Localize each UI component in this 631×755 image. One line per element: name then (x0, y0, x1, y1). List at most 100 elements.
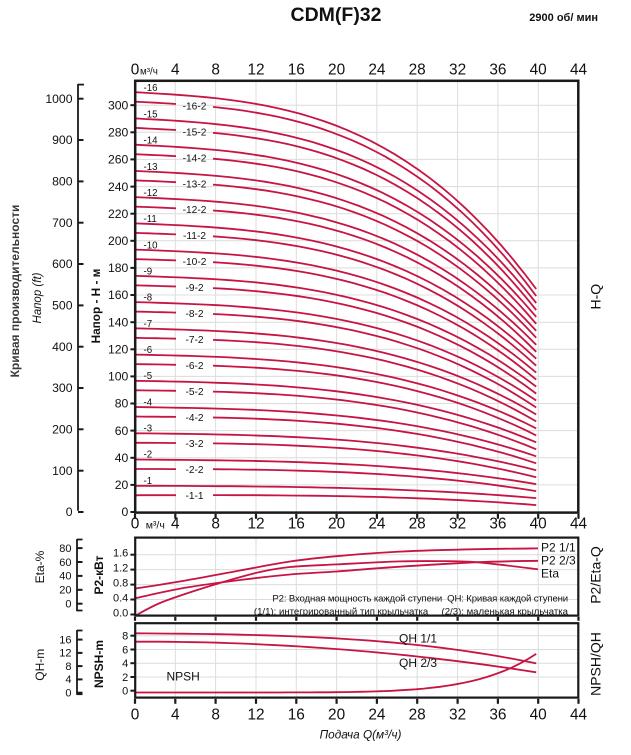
svg-text:140: 140 (108, 315, 129, 329)
svg-text:2: 2 (122, 672, 128, 684)
svg-text:м³/ч: м³/ч (146, 520, 165, 532)
svg-text:8: 8 (211, 707, 220, 724)
svg-text:NPSH/QH: NPSH/QH (588, 632, 604, 696)
svg-text:20: 20 (115, 478, 129, 492)
svg-text:16: 16 (288, 516, 305, 533)
svg-text:1.6: 1.6 (113, 548, 128, 560)
svg-text:6: 6 (122, 644, 128, 656)
svg-text:40: 40 (59, 571, 71, 583)
svg-text:-7-2: -7-2 (185, 335, 203, 346)
svg-text:20: 20 (328, 516, 345, 533)
svg-text:-14-2: -14-2 (183, 153, 207, 164)
svg-text:8: 8 (65, 661, 71, 673)
svg-text:8: 8 (211, 61, 220, 78)
svg-text:Eta-%: Eta-% (33, 550, 47, 583)
svg-text:600: 600 (52, 257, 73, 271)
svg-text:Подача Q(м³/ч): Подача Q(м³/ч) (320, 728, 402, 742)
svg-text:0: 0 (122, 505, 129, 519)
svg-text:32: 32 (449, 707, 466, 724)
svg-text:80: 80 (115, 397, 129, 411)
svg-text:(1/1): интегрированный тип кры: (1/1): интегрированный тип крыльчатка (2… (254, 606, 569, 617)
svg-text:Eta: Eta (541, 567, 559, 581)
svg-text:24: 24 (368, 516, 386, 533)
svg-text:4: 4 (65, 674, 71, 686)
svg-text:-4: -4 (144, 397, 153, 408)
svg-text:-15-2: -15-2 (183, 127, 207, 138)
svg-text:200: 200 (52, 423, 73, 437)
svg-text:-10: -10 (144, 240, 159, 251)
svg-text:28: 28 (409, 61, 426, 78)
svg-text:P2/Eta-Q: P2/Eta-Q (588, 546, 604, 604)
svg-text:160: 160 (108, 288, 129, 302)
svg-text:20: 20 (59, 585, 71, 597)
svg-text:1.2: 1.2 (113, 563, 128, 575)
svg-text:44: 44 (570, 516, 588, 533)
svg-text:-3-2: -3-2 (185, 439, 203, 450)
svg-text:QH 2/3: QH 2/3 (399, 656, 437, 670)
svg-text:0: 0 (65, 688, 71, 700)
svg-text:-9-2: -9-2 (185, 283, 203, 294)
svg-text:0: 0 (66, 505, 73, 519)
svg-text:60: 60 (59, 557, 71, 569)
svg-text:-16: -16 (144, 83, 158, 94)
svg-text:500: 500 (52, 299, 73, 313)
svg-text:900: 900 (52, 133, 73, 147)
svg-text:260: 260 (108, 153, 129, 167)
svg-text:-16-2: -16-2 (183, 101, 207, 112)
svg-text:-13-2: -13-2 (183, 179, 207, 190)
svg-text:Кривая производительности: Кривая производительности (8, 205, 22, 378)
svg-text:Напор (ft): Напор (ft) (32, 272, 44, 323)
svg-text:P2: Входная мощность каждой ст: P2: Входная мощность каждой ступени QH: … (272, 594, 568, 605)
svg-text:32: 32 (449, 516, 466, 533)
svg-text:24: 24 (368, 61, 386, 78)
svg-text:1000: 1000 (45, 92, 72, 106)
svg-text:0.8: 0.8 (113, 578, 128, 590)
svg-text:20: 20 (328, 61, 345, 78)
svg-text:-12: -12 (144, 188, 158, 199)
svg-text:300: 300 (52, 381, 73, 395)
svg-text:100: 100 (52, 464, 73, 478)
svg-text:4: 4 (171, 707, 180, 724)
svg-text:P2-кВт: P2-кВт (92, 555, 106, 594)
svg-text:120: 120 (108, 343, 129, 357)
svg-text:24: 24 (368, 707, 386, 724)
svg-text:0: 0 (131, 707, 140, 724)
svg-text:-5-2: -5-2 (185, 387, 203, 398)
svg-text:8: 8 (211, 516, 220, 533)
svg-text:12: 12 (247, 707, 264, 724)
svg-text:-1-1: -1-1 (185, 491, 203, 502)
svg-text:-6: -6 (144, 345, 153, 356)
svg-text:0.0: 0.0 (113, 608, 128, 620)
svg-text:32: 32 (449, 61, 466, 78)
svg-text:-2-2: -2-2 (185, 465, 203, 476)
svg-text:H-Q: H-Q (588, 284, 604, 310)
svg-text:NPSH-m: NPSH-m (92, 640, 106, 688)
svg-text:36: 36 (489, 707, 506, 724)
svg-text:м³/ч: м³/ч (140, 66, 158, 77)
svg-text:0: 0 (131, 516, 140, 533)
svg-text:40: 40 (530, 707, 547, 724)
svg-text:20: 20 (328, 707, 345, 724)
svg-text:80: 80 (59, 543, 71, 555)
svg-text:NPSH: NPSH (167, 670, 200, 684)
svg-text:40: 40 (530, 61, 547, 78)
svg-text:Напор - Н - м: Напор - Н - м (89, 269, 103, 344)
svg-text:2900 об/ мин: 2900 об/ мин (529, 12, 598, 24)
svg-text:-1: -1 (144, 476, 153, 487)
svg-text:-7: -7 (144, 319, 153, 330)
svg-text:QH 1/1: QH 1/1 (399, 631, 437, 645)
svg-text:700: 700 (52, 216, 73, 230)
svg-text:16: 16 (59, 634, 71, 646)
svg-text:12: 12 (59, 648, 71, 660)
svg-text:200: 200 (108, 234, 129, 248)
svg-text:-4-2: -4-2 (185, 413, 203, 424)
svg-text:36: 36 (489, 516, 506, 533)
svg-text:300: 300 (108, 98, 129, 112)
svg-text:CDM(F)32: CDM(F)32 (291, 4, 382, 26)
svg-text:-5: -5 (144, 371, 153, 382)
svg-text:44: 44 (570, 707, 588, 724)
svg-text:P2 2/3: P2 2/3 (541, 554, 576, 568)
svg-text:4: 4 (171, 61, 180, 78)
svg-text:-8: -8 (144, 293, 153, 304)
svg-text:-11-2: -11-2 (183, 231, 206, 242)
